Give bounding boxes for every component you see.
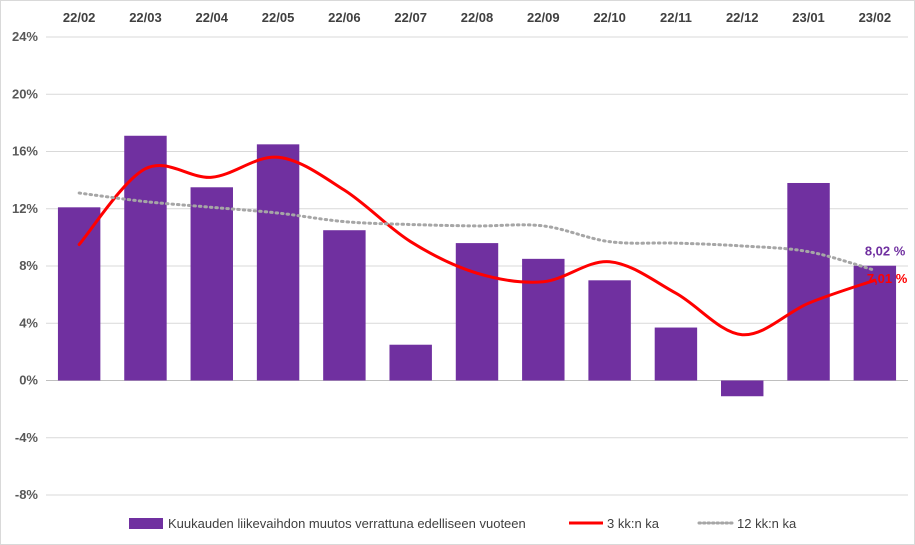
data-label: 7,01 % xyxy=(867,271,908,286)
bar xyxy=(256,144,300,381)
x-category-label: 23/01 xyxy=(792,10,825,25)
x-category-label: 22/07 xyxy=(394,10,427,25)
bar xyxy=(190,187,233,381)
bar xyxy=(124,135,167,381)
x-axis-categories: 22/02 22/03 22/04 22/05 22/06 22/07 22/08 22/09… xyxy=(63,10,891,25)
x-category-label: 22/09 xyxy=(527,10,560,25)
x-category-label: 22/05 xyxy=(262,10,295,25)
y-tick-label: 24% xyxy=(12,29,38,44)
legend-swatch-bars xyxy=(129,518,163,529)
legend-label-bars: Kuukauden liikevaihdon muutos verrattuna… xyxy=(168,516,526,531)
data-label: 8,02 % xyxy=(865,244,906,259)
bar xyxy=(57,207,101,381)
line-12kk xyxy=(77,191,877,272)
y-tick-label: 12% xyxy=(12,201,38,216)
x-category-label: 22/10 xyxy=(593,10,626,25)
x-category-label: 22/11 xyxy=(660,10,692,25)
bar xyxy=(323,230,366,381)
bar xyxy=(389,344,432,381)
x-category-label: 23/02 xyxy=(859,10,892,25)
x-category-label: 22/02 xyxy=(63,10,96,25)
x-category-label: 22/04 xyxy=(195,10,228,25)
y-tick-label: -4% xyxy=(15,430,39,445)
x-category-label: 22/03 xyxy=(129,10,162,25)
legend-label-12kk: 12 kk:n ka xyxy=(737,516,797,531)
bar xyxy=(654,327,698,381)
lines xyxy=(77,155,877,337)
x-category-label: 22/12 xyxy=(726,10,759,25)
legend-label-3kk: 3 kk:n ka xyxy=(607,516,660,531)
y-tick-label: 8% xyxy=(19,258,38,273)
y-axis-ticks: -8% -4% 0% 4% 8% 12% 16% 20% 24% xyxy=(12,29,38,502)
bar xyxy=(721,380,764,397)
line-3kk xyxy=(77,155,877,337)
bar xyxy=(588,280,631,381)
bars xyxy=(57,135,897,397)
legend: Kuukauden liikevaihdon muutos verrattuna… xyxy=(129,516,797,531)
x-category-label: 22/08 xyxy=(461,10,494,25)
y-tick-label: 0% xyxy=(19,373,38,388)
y-tick-label: 4% xyxy=(19,315,38,330)
y-tick-label: -8% xyxy=(15,487,39,502)
bar xyxy=(455,243,499,381)
data-labels: 8,02 % 7,01 % xyxy=(865,244,908,286)
x-category-label: 22/06 xyxy=(328,10,361,25)
y-tick-label: 16% xyxy=(12,144,38,159)
y-tick-label: 20% xyxy=(12,86,38,101)
bar xyxy=(787,182,830,381)
